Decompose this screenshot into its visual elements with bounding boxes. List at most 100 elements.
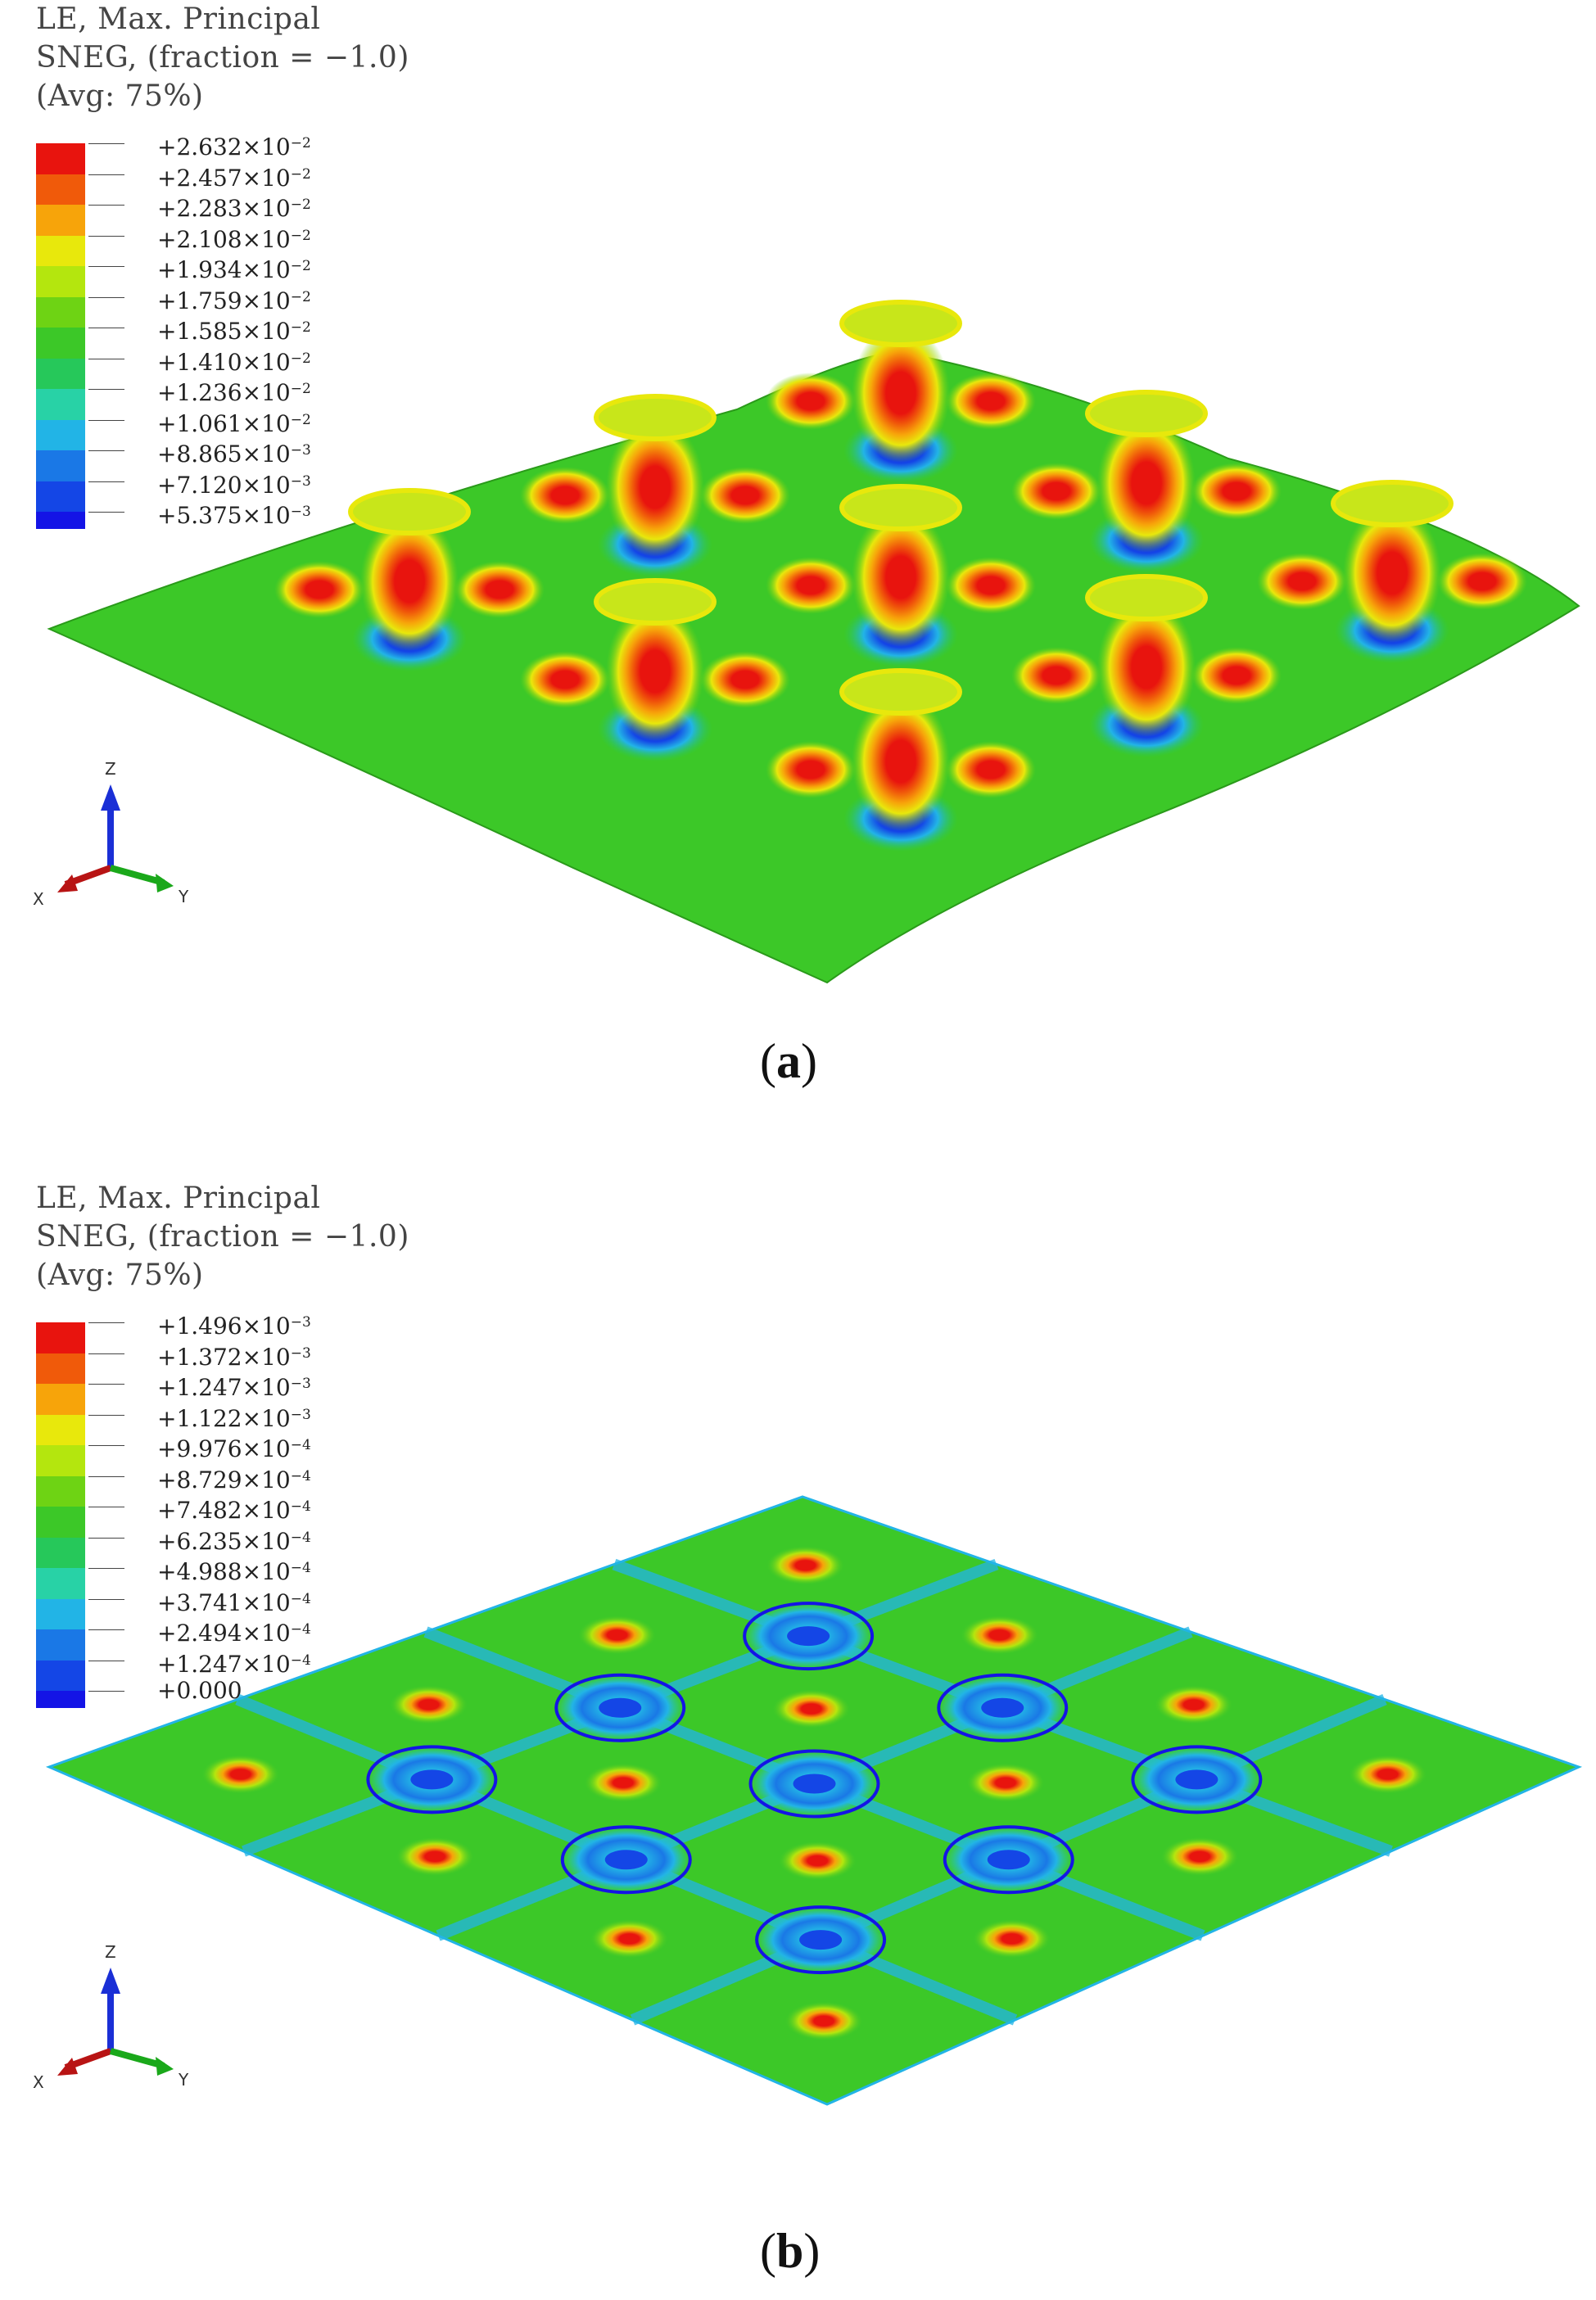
legend-swatch xyxy=(36,389,85,420)
high-strain-lobe xyxy=(520,467,610,524)
bump-top-cap xyxy=(839,484,962,531)
column-core xyxy=(799,1930,843,1950)
bump-top-cap xyxy=(1085,390,1208,437)
high-strain-spot xyxy=(1348,1754,1427,1794)
legend-value-mantissa: +6.235×10 xyxy=(157,1527,291,1555)
legend-swatch xyxy=(36,450,85,481)
legend-swatch xyxy=(36,1629,85,1661)
legend-tick xyxy=(88,1445,124,1446)
legend-value: +1.061×10−2 xyxy=(157,408,311,436)
legend-value-mantissa: +1.236×10 xyxy=(157,379,291,406)
legend-value: +2.494×10−4 xyxy=(157,1617,311,1646)
caption-b: (b) xyxy=(760,2224,821,2278)
legend-swatch xyxy=(36,481,85,512)
legend-swatch xyxy=(36,1445,85,1476)
deformed-plate-contour xyxy=(47,300,1580,984)
high-strain-lobe xyxy=(700,651,790,708)
legend-title-line-1: LE, Max. Principal xyxy=(36,2,321,36)
z-axis-label: Z xyxy=(105,761,116,779)
high-strain-lobe xyxy=(1191,647,1282,704)
column-core xyxy=(604,1850,648,1870)
legend-value-exponent: −2 xyxy=(290,165,311,183)
high-strain-spot xyxy=(590,1918,669,1959)
high-strain-lobe xyxy=(454,561,545,618)
high-strain-lobe xyxy=(1437,553,1527,610)
high-strain-lobe xyxy=(700,467,790,524)
high-strain-spot xyxy=(201,1754,280,1794)
column-core xyxy=(793,1774,836,1794)
legend-value: +1.759×10−2 xyxy=(157,285,311,314)
panel-a: LE, Max. Principal SNEG, (fraction = −1.… xyxy=(33,2,1580,1088)
high-strain-spot xyxy=(784,2001,864,2041)
high-strain-lobe xyxy=(274,561,364,618)
legend-value-exponent: −2 xyxy=(290,227,311,244)
y-axis-arrowhead xyxy=(156,874,174,892)
legend-title-line-3: (Avg: 75%) xyxy=(36,79,204,113)
legend-value: +7.482×10−4 xyxy=(157,1494,311,1523)
legend-value-mantissa: +2.494×10 xyxy=(157,1620,291,1647)
legend-color-bar xyxy=(36,143,85,529)
legend-tick xyxy=(88,296,124,298)
legend-tick xyxy=(88,1322,124,1323)
high-strain-region xyxy=(1097,413,1196,553)
legend-value-exponent: −4 xyxy=(290,1590,311,1607)
legend-value-mantissa: +7.482×10 xyxy=(157,1497,291,1524)
legend-value: +2.632×10−2 xyxy=(157,131,311,160)
bump-top-cap xyxy=(1085,574,1208,621)
panel-b: LE, Max. Principal SNEG, (fraction = −1.… xyxy=(0,1179,1596,2300)
legend-value: +8.865×10−3 xyxy=(157,438,311,467)
legend-swatch xyxy=(36,1691,85,1708)
column-core xyxy=(410,1769,454,1790)
legend-value-exponent: −3 xyxy=(290,1314,311,1331)
column-core xyxy=(987,1850,1030,1870)
legend-value-mantissa: +1.934×10 xyxy=(157,256,291,283)
high-strain-spot xyxy=(1160,1837,1240,1877)
legend-tick xyxy=(88,389,124,390)
legend-swatch xyxy=(36,1322,85,1353)
y-axis-arrow xyxy=(109,2048,165,2069)
legend-value-mantissa: +1.247×10 xyxy=(157,1650,291,1678)
legend-value-exponent: −4 xyxy=(290,1498,311,1515)
legend-tick xyxy=(88,174,124,175)
legend-title-line-2: SNEG, (fraction = −1.0) xyxy=(36,1220,409,1254)
legend-value: +1.122×10−3 xyxy=(157,1403,311,1431)
high-strain-spot xyxy=(389,1684,468,1724)
legend-swatch xyxy=(36,174,85,205)
legend-tick xyxy=(88,1353,124,1354)
legend-swatch xyxy=(36,328,85,359)
legend-color-bar xyxy=(36,1322,85,1708)
high-strain-lobe xyxy=(766,557,856,614)
legend-value-exponent: −3 xyxy=(290,472,311,490)
legend-value-exponent: −2 xyxy=(290,319,311,336)
column-core xyxy=(787,1626,830,1647)
x-axis-label: X xyxy=(33,2072,44,2092)
high-strain-region xyxy=(852,508,950,647)
z-axis-arrowhead xyxy=(101,784,120,811)
high-strain-spot xyxy=(771,1689,851,1729)
x-axis-arrowhead xyxy=(57,874,78,892)
high-strain-spot xyxy=(972,1918,1051,1959)
high-strain-spot xyxy=(583,1763,662,1803)
legend-swatch xyxy=(36,1507,85,1538)
legend-value-mantissa: +1.585×10 xyxy=(157,318,291,345)
legend-tick xyxy=(88,235,124,237)
legend-tick xyxy=(88,450,124,451)
high-strain-lobe xyxy=(766,741,856,798)
legend-value: +4.988×10−4 xyxy=(157,1556,311,1584)
legend-value-exponent: −4 xyxy=(290,1529,311,1546)
legend-title-line-1: LE, Max. Principal xyxy=(36,1182,321,1215)
legend-value-exponent: −3 xyxy=(290,1376,311,1392)
legend-value-exponent: −4 xyxy=(290,1652,311,1669)
legend-value-mantissa: +2.457×10 xyxy=(157,164,291,192)
column-core xyxy=(1175,1769,1218,1790)
legend-value-mantissa: +8.729×10 xyxy=(157,1466,291,1493)
z-axis-arrowhead xyxy=(101,1968,120,1994)
legend-value-mantissa: +1.372×10 xyxy=(157,1343,291,1371)
legend-value: +1.496×10−3 xyxy=(157,1310,311,1339)
legend-value-exponent: −3 xyxy=(290,1406,311,1423)
high-strain-region xyxy=(360,512,459,651)
bump-top-cap xyxy=(1331,480,1454,527)
legend-title-line-3: (Avg: 75%) xyxy=(36,1258,204,1292)
bump-top-cap xyxy=(594,578,717,626)
axis-triad: Z X Y xyxy=(33,1945,189,2092)
